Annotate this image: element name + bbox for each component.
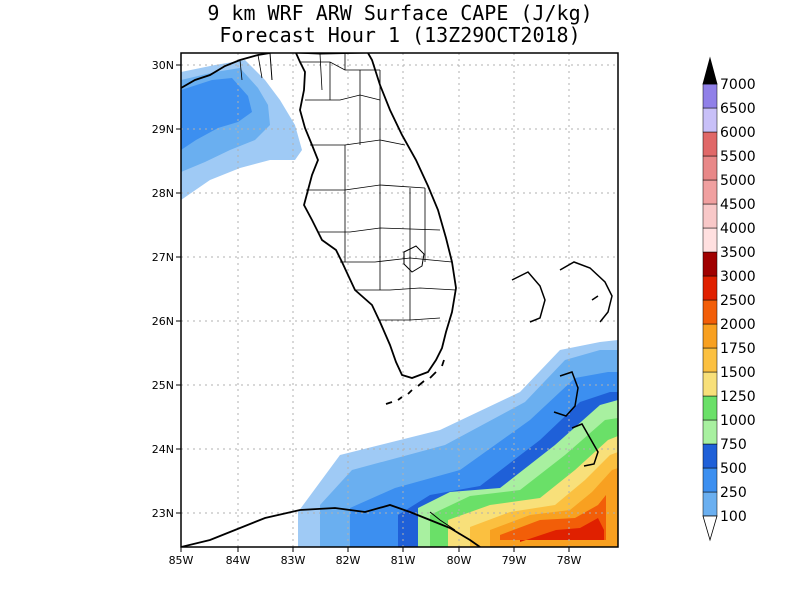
colorbar-segment bbox=[702, 155, 718, 181]
colorbar-segment bbox=[702, 491, 718, 517]
lon-tick-label: 82W bbox=[336, 554, 361, 567]
colorbar-label: 4500 bbox=[720, 197, 756, 213]
lat-lon-grid bbox=[181, 53, 618, 547]
colorbar-segment bbox=[702, 419, 718, 445]
lat-tick-labels: 30N 29N 28N 27N 26N 25N 24N 23N bbox=[152, 59, 174, 520]
colorbar: 100 250 500 750 1000 1250 1500 1750 2000 2500 3000… bbox=[702, 56, 756, 542]
colorbar-segment bbox=[702, 179, 718, 205]
colorbar-segment bbox=[702, 467, 718, 493]
colorbar-segment bbox=[702, 251, 718, 277]
colorbar-segment bbox=[702, 275, 718, 301]
lat-tick-label: 24N bbox=[152, 443, 174, 456]
cape-shading bbox=[181, 60, 618, 547]
lat-tick-label: 23N bbox=[152, 507, 174, 520]
colorbar-label: 6500 bbox=[720, 101, 756, 117]
colorbar-label: 1250 bbox=[720, 389, 756, 405]
colorbar-label: 3500 bbox=[720, 245, 756, 261]
colorbar-segment bbox=[702, 83, 718, 109]
colorbar-label: 6000 bbox=[720, 125, 756, 141]
lon-tick-labels: 85W 84W 83W 82W 81W 80W 79W 78W bbox=[169, 554, 582, 567]
coastlines bbox=[181, 53, 613, 547]
lat-tick-label: 29N bbox=[152, 123, 174, 136]
colorbar-label: 250 bbox=[720, 485, 747, 501]
lon-tick-label: 79W bbox=[502, 554, 527, 567]
lat-tick-label: 26N bbox=[152, 315, 174, 328]
colorbar-label: 500 bbox=[720, 461, 747, 477]
lat-tick-label: 30N bbox=[152, 59, 174, 72]
lon-tick-label: 83W bbox=[281, 554, 306, 567]
colorbar-segment bbox=[702, 371, 718, 397]
colorbar-max-arrow bbox=[702, 56, 718, 85]
colorbar-label: 750 bbox=[720, 437, 747, 453]
colorbar-label: 100 bbox=[720, 509, 747, 525]
colorbar-segment bbox=[702, 323, 718, 349]
colorbar-label: 5000 bbox=[720, 173, 756, 189]
colorbar-label: 1000 bbox=[720, 413, 756, 429]
colorbar-label: 1750 bbox=[720, 341, 756, 357]
colorbar-label: 2500 bbox=[720, 293, 756, 309]
colorbar-segment bbox=[702, 131, 718, 157]
colorbar-segment bbox=[702, 203, 718, 229]
lat-tick-label: 27N bbox=[152, 251, 174, 264]
colorbar-segment bbox=[702, 443, 718, 469]
lon-tick-label: 80W bbox=[447, 554, 472, 567]
colorbar-segment bbox=[702, 395, 718, 421]
map-title-line2: Forecast Hour 1 (13Z29OCT2018) bbox=[219, 23, 581, 47]
lat-tick-label: 25N bbox=[152, 379, 174, 392]
tick-marks bbox=[176, 64, 570, 552]
plot-frame bbox=[180, 52, 619, 548]
colorbar-label: 7000 bbox=[720, 77, 756, 93]
lon-tick-label: 81W bbox=[391, 554, 416, 567]
colorbar-segment bbox=[702, 107, 718, 133]
colorbar-label: 2000 bbox=[720, 317, 756, 333]
lon-tick-label: 78W bbox=[557, 554, 582, 567]
lon-tick-label: 85W bbox=[169, 554, 194, 567]
colorbar-label: 3000 bbox=[720, 269, 756, 285]
colorbar-segment bbox=[702, 347, 718, 373]
lat-tick-label: 28N bbox=[152, 187, 174, 200]
colorbar-label: 1500 bbox=[720, 365, 756, 381]
colorbar-segment bbox=[702, 299, 718, 325]
colorbar-segment bbox=[702, 227, 718, 253]
colorbar-min-arrow bbox=[702, 515, 718, 542]
colorbar-label: 5500 bbox=[720, 149, 756, 165]
map-title-line1: 9 km WRF ARW Surface CAPE (J/kg) bbox=[207, 1, 593, 25]
colorbar-label: 4000 bbox=[720, 221, 756, 237]
lon-tick-label: 84W bbox=[226, 554, 251, 567]
